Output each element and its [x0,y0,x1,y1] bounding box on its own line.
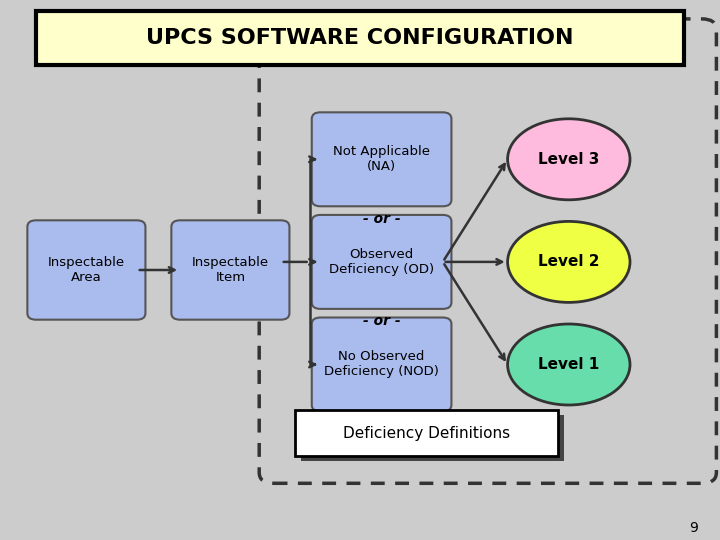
FancyBboxPatch shape [27,220,145,320]
Ellipse shape [508,221,630,302]
Text: UPCS SOFTWARE CONFIGURATION: UPCS SOFTWARE CONFIGURATION [146,28,574,48]
FancyBboxPatch shape [295,410,558,456]
Ellipse shape [508,119,630,200]
FancyBboxPatch shape [312,112,451,206]
Text: Level 3: Level 3 [538,152,600,167]
Text: - or -: - or - [363,314,400,328]
Text: Level 2: Level 2 [538,254,600,269]
FancyBboxPatch shape [171,220,289,320]
Text: 9: 9 [690,521,698,535]
FancyBboxPatch shape [312,215,451,309]
FancyBboxPatch shape [36,11,684,65]
FancyBboxPatch shape [312,318,451,411]
Text: Level 1: Level 1 [538,357,600,372]
Text: Observed
Deficiency (OD): Observed Deficiency (OD) [329,248,434,276]
Text: No Observed
Deficiency (NOD): No Observed Deficiency (NOD) [324,350,439,379]
Text: - or -: - or - [363,212,400,226]
Text: Inspectable
Item: Inspectable Item [192,256,269,284]
Text: Inspectable
Area: Inspectable Area [48,256,125,284]
Text: Not Applicable
(NA): Not Applicable (NA) [333,145,430,173]
FancyBboxPatch shape [301,415,564,461]
Ellipse shape [508,324,630,405]
Text: Deficiency Definitions: Deficiency Definitions [343,426,510,441]
